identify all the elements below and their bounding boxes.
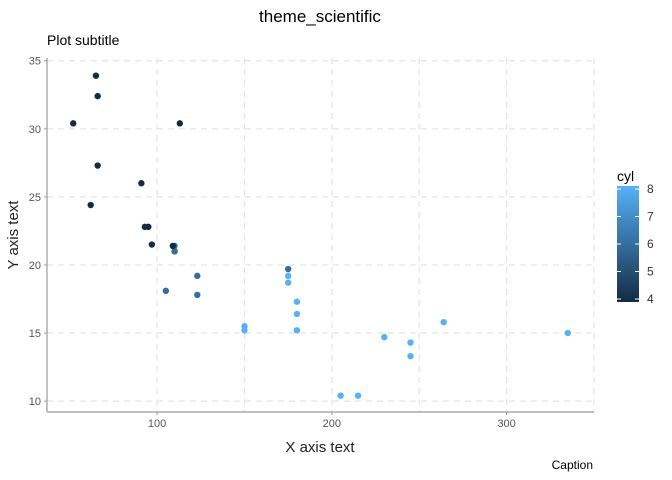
data-point — [92, 72, 100, 79]
legend-ticks: 4 5 6 7 8 — [617, 182, 654, 306]
data-point — [145, 223, 152, 231]
chart-title: theme_scientific — [259, 7, 381, 26]
data-point — [94, 92, 101, 100]
x-axis-label: X axis text — [285, 439, 355, 456]
axes — [46, 58, 594, 413]
data-point — [440, 318, 447, 326]
data-point — [162, 287, 170, 295]
data-point — [284, 265, 292, 273]
data-point — [337, 392, 344, 399]
data-point — [241, 327, 248, 334]
y-tick-label: 30 — [29, 124, 41, 136]
y-tick-label: 15 — [29, 328, 41, 340]
y-tick-label: 25 — [29, 192, 41, 204]
y-tick-label: 35 — [29, 56, 41, 68]
data-point — [138, 180, 145, 187]
x-axis-ticks: 100 200 300 — [148, 412, 516, 430]
legend-tick-label: 6 — [647, 237, 654, 251]
legend-tick-label: 8 — [647, 182, 654, 196]
chart-subtitle: Plot subtitle — [47, 32, 120, 48]
legend-tick-label: 5 — [647, 265, 654, 279]
data-point — [148, 241, 156, 248]
x-tick-label: 100 — [148, 418, 166, 430]
data-point — [407, 339, 414, 346]
data-point — [171, 248, 178, 255]
data-point — [284, 272, 292, 280]
data-point — [94, 162, 101, 169]
data-point — [293, 310, 301, 318]
data-point — [293, 298, 301, 305]
data-point — [70, 120, 77, 127]
legend-colorbar — [617, 186, 639, 302]
data-point — [87, 201, 94, 209]
data-point — [354, 392, 362, 399]
legend-tick-label: 7 — [647, 210, 654, 224]
grid-lines — [47, 58, 595, 412]
x-tick-label: 200 — [323, 418, 341, 430]
y-axis-label: Y axis text — [5, 200, 22, 270]
y-tick-label: 20 — [29, 260, 41, 272]
chart-caption: Caption — [552, 458, 593, 472]
legend: cyl 4 5 6 7 8 — [617, 168, 654, 306]
data-point — [284, 279, 292, 286]
data-point — [169, 242, 177, 250]
data-point — [381, 333, 388, 341]
data-point — [176, 120, 184, 127]
legend-title: cyl — [617, 168, 634, 184]
data-points — [70, 72, 571, 399]
data-point — [194, 291, 201, 299]
data-point — [407, 352, 414, 360]
legend-tick-label: 4 — [647, 292, 654, 306]
y-axis-ticks: 10 15 20 25 30 35 — [29, 56, 47, 408]
y-tick-label: 10 — [29, 396, 41, 408]
x-tick-label: 300 — [497, 418, 515, 430]
data-point — [194, 272, 201, 280]
data-point — [293, 327, 301, 334]
data-point — [564, 329, 571, 337]
